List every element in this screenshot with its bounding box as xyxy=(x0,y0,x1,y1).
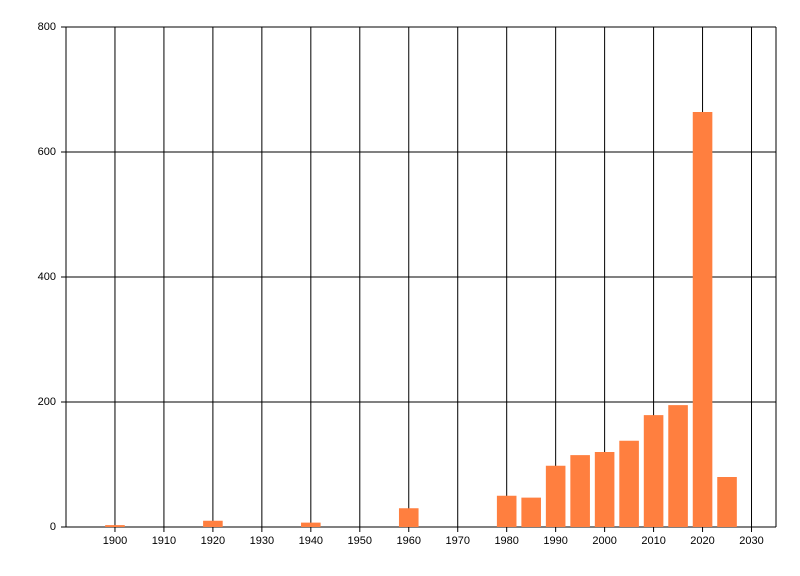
bar xyxy=(398,508,419,527)
bar xyxy=(717,477,737,527)
bar xyxy=(570,455,590,527)
x-tick-label: 1990 xyxy=(543,535,567,547)
y-tick-label: 800 xyxy=(38,21,56,33)
bar xyxy=(594,452,615,527)
bar xyxy=(692,112,713,527)
x-tick-label: 2030 xyxy=(739,535,763,547)
x-tick-label: 2020 xyxy=(690,535,714,547)
bar xyxy=(496,495,517,527)
bar xyxy=(643,415,664,527)
bar xyxy=(545,465,566,527)
x-tick-label: 1920 xyxy=(201,535,225,547)
x-tick-label: 1900 xyxy=(103,535,127,547)
bar xyxy=(521,497,541,527)
y-tick-label: 200 xyxy=(38,396,56,408)
bar xyxy=(105,525,125,527)
bar xyxy=(301,522,321,527)
bar xyxy=(203,520,223,527)
x-tick-label: 1950 xyxy=(348,535,372,547)
x-tick-label: 1930 xyxy=(250,535,274,547)
y-tick-label: 600 xyxy=(38,146,56,158)
y-tick-label: 0 xyxy=(50,521,56,533)
bar xyxy=(619,440,639,527)
x-tick-label: 1940 xyxy=(299,535,323,547)
x-tick-label: 1980 xyxy=(494,535,518,547)
x-tick-label: 1970 xyxy=(445,535,469,547)
x-tick-label: 1960 xyxy=(397,535,421,547)
y-tick-label: 400 xyxy=(38,271,56,283)
x-tick-label: 2000 xyxy=(592,535,616,547)
x-tick-label: 2010 xyxy=(641,535,665,547)
x-tick-label: 1910 xyxy=(152,535,176,547)
bar xyxy=(668,405,688,527)
